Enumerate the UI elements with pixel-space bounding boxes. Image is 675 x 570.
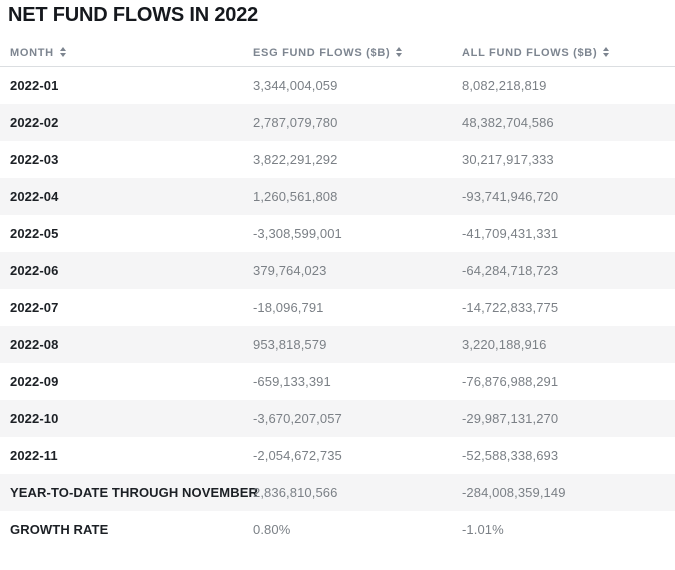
sort-icon[interactable] <box>396 47 403 57</box>
all-fund-flows-cell: 48,382,704,586 <box>462 115 554 130</box>
net-fund-flows-page: NET FUND FLOWS IN 2022 MONTH ESG FUND FL… <box>0 4 675 548</box>
table-row: 2022-07 -18,096,791 -14,722,833,775 <box>0 289 675 326</box>
sort-down-arrow-icon <box>396 53 403 57</box>
all-fund-flows-cell: -284,008,359,149 <box>462 485 566 500</box>
table-row: 2022-09 -659,133,391 -76,876,988,291 <box>0 363 675 400</box>
esg-fund-flows-cell: 379,764,023 <box>253 263 327 278</box>
esg-fund-flows-cell: -3,308,599,001 <box>253 226 342 241</box>
all-fund-flows-cell: 3,220,188,916 <box>462 337 547 352</box>
all-fund-flows-cell: -29,987,131,270 <box>462 411 559 426</box>
all-fund-flows-cell: -52,588,338,693 <box>462 448 559 463</box>
table-row: 2022-03 3,822,291,292 30,217,917,333 <box>0 141 675 178</box>
esg-fund-flows-cell: -3,670,207,057 <box>253 411 342 426</box>
column-header-all-fund-flows[interactable]: ALL FUND FLOWS ($B) <box>462 47 675 59</box>
sort-up-arrow-icon <box>603 47 610 51</box>
table-row: 2022-10 -3,670,207,057 -29,987,131,270 <box>0 400 675 437</box>
all-fund-flows-cell: -64,284,718,723 <box>462 263 559 278</box>
esg-fund-flows-cell: 0.80% <box>253 522 291 537</box>
table-header-row: MONTH ESG FUND FLOWS ($B) ALL FUND FLOWS… <box>0 40 675 67</box>
column-header-all-label: ALL FUND FLOWS ($B) <box>462 47 598 59</box>
esg-fund-flows-cell: -659,133,391 <box>253 374 331 389</box>
all-fund-flows-cell: -76,876,988,291 <box>462 374 559 389</box>
month-cell: 2022-09 <box>10 374 59 389</box>
esg-fund-flows-cell: 3,344,004,059 <box>253 78 338 93</box>
column-header-month-label: MONTH <box>10 47 54 59</box>
table-row: 2022-01 3,344,004,059 8,082,218,819 <box>0 67 675 104</box>
esg-fund-flows-cell: 3,822,291,292 <box>253 152 338 167</box>
esg-fund-flows-cell: -2,054,672,735 <box>253 448 342 463</box>
page-title: NET FUND FLOWS IN 2022 <box>8 4 259 26</box>
month-cell: GROWTH RATE <box>10 522 109 537</box>
esg-fund-flows-cell: 2,787,079,780 <box>253 115 338 130</box>
sort-down-arrow-icon <box>603 53 610 57</box>
all-fund-flows-cell: 30,217,917,333 <box>462 152 554 167</box>
esg-fund-flows-cell: 2,836,810,566 <box>253 485 338 500</box>
column-header-esg-fund-flows[interactable]: ESG FUND FLOWS ($B) <box>253 47 462 59</box>
table-row: 2022-06 379,764,023 -64,284,718,723 <box>0 252 675 289</box>
table-row: 2022-02 2,787,079,780 48,382,704,586 <box>0 104 675 141</box>
month-cell: 2022-05 <box>10 226 59 241</box>
table-row: 2022-08 953,818,579 3,220,188,916 <box>0 326 675 363</box>
all-fund-flows-cell: -93,741,946,720 <box>462 189 559 204</box>
month-cell: 2022-10 <box>10 411 59 426</box>
esg-fund-flows-cell: 1,260,561,808 <box>253 189 338 204</box>
month-cell: 2022-03 <box>10 152 59 167</box>
table-row: 2022-05 -3,308,599,001 -41,709,431,331 <box>0 215 675 252</box>
month-cell: 2022-08 <box>10 337 59 352</box>
month-cell: 2022-04 <box>10 189 59 204</box>
table-body: 2022-01 3,344,004,059 8,082,218,819 2022… <box>0 67 675 548</box>
table-row: YEAR-TO-DATE THROUGH NOVEMBER 2,836,810,… <box>0 474 675 511</box>
table-row: 2022-04 1,260,561,808 -93,741,946,720 <box>0 178 675 215</box>
table-row: 2022-11 -2,054,672,735 -52,588,338,693 <box>0 437 675 474</box>
sort-down-arrow-icon <box>59 53 66 57</box>
all-fund-flows-cell: -1.01% <box>462 522 504 537</box>
sort-icon[interactable] <box>59 47 66 57</box>
all-fund-flows-cell: -41,709,431,331 <box>462 226 559 241</box>
column-header-month[interactable]: MONTH <box>0 47 253 59</box>
sort-icon[interactable] <box>603 47 610 57</box>
sort-up-arrow-icon <box>396 47 403 51</box>
all-fund-flows-cell: 8,082,218,819 <box>462 78 547 93</box>
sort-up-arrow-icon <box>59 47 66 51</box>
month-cell: 2022-02 <box>10 115 59 130</box>
month-cell: 2022-06 <box>10 263 59 278</box>
month-cell: 2022-07 <box>10 300 59 315</box>
all-fund-flows-cell: -14,722,833,775 <box>462 300 559 315</box>
esg-fund-flows-cell: 953,818,579 <box>253 337 327 352</box>
month-cell: 2022-11 <box>10 448 58 463</box>
column-header-esg-label: ESG FUND FLOWS ($B) <box>253 47 391 59</box>
esg-fund-flows-cell: -18,096,791 <box>253 300 324 315</box>
month-cell: YEAR-TO-DATE THROUGH NOVEMBER <box>10 485 258 500</box>
table-row: GROWTH RATE 0.80% -1.01% <box>0 511 675 548</box>
month-cell: 2022-01 <box>10 78 59 93</box>
